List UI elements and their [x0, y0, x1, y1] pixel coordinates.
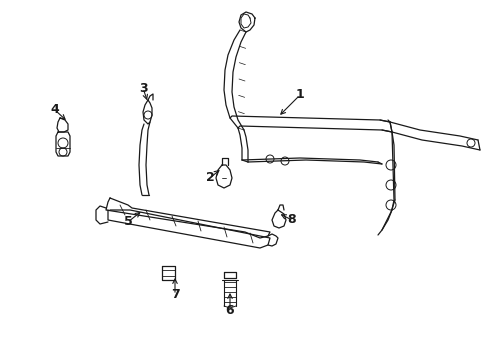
Text: 4: 4	[51, 104, 59, 117]
Text: 2: 2	[205, 171, 214, 184]
Text: 7: 7	[170, 288, 179, 301]
Text: 6: 6	[225, 303, 234, 316]
Text: 1: 1	[295, 89, 304, 102]
Text: 5: 5	[123, 216, 132, 229]
Text: 8: 8	[287, 213, 296, 226]
Text: 3: 3	[139, 81, 147, 94]
